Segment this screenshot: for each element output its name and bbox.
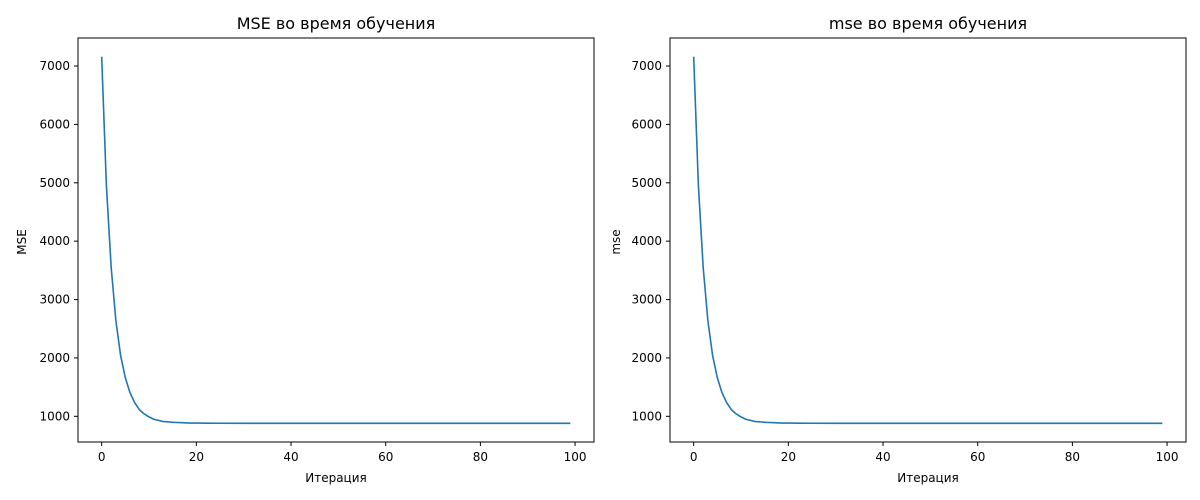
x-tick-label: 20 <box>781 450 796 464</box>
y-tick-label: 7000 <box>39 59 70 73</box>
series-line <box>100 56 571 425</box>
x-tick-label: 100 <box>564 450 587 464</box>
y-tick-label: 4000 <box>631 234 662 248</box>
x-tick-label: 100 <box>1156 450 1179 464</box>
plot-frame <box>77 37 595 443</box>
x-tick-label: 0 <box>98 450 106 464</box>
series-line <box>692 56 1163 425</box>
y-tick-label: 1000 <box>39 409 70 423</box>
plot-frame <box>669 37 1187 443</box>
y-axis-label: MSE <box>15 229 29 255</box>
y-tick-label: 4000 <box>39 234 70 248</box>
chart-panel-mse: MSE во время обучения Итерация MSE 0 20 40… <box>15 14 595 485</box>
x-tick-label: 60 <box>970 450 985 464</box>
y-tick-label: 2000 <box>39 351 70 365</box>
y-tick-label: 3000 <box>39 293 70 307</box>
x-tick-label: 40 <box>283 450 298 464</box>
x-axis-label: Итерация <box>305 471 367 485</box>
x-tick-label: 60 <box>378 450 393 464</box>
x-tick-label: 40 <box>875 450 890 464</box>
y-axis-label: mse <box>609 229 623 254</box>
x-tick-label: 80 <box>473 450 488 464</box>
x-axis-label: Итерация <box>897 471 959 485</box>
x-tick-label: 0 <box>690 450 698 464</box>
y-tick-label: 5000 <box>631 176 662 190</box>
x-tick-label: 20 <box>189 450 204 464</box>
chart-title: mse во время обучения <box>829 14 1027 33</box>
y-tick-label: 6000 <box>39 117 70 131</box>
y-tick-label: 7000 <box>631 59 662 73</box>
y-tick-label: 1000 <box>631 409 662 423</box>
y-tick-label: 6000 <box>631 117 662 131</box>
x-tick-label: 80 <box>1065 450 1080 464</box>
y-tick-label: 3000 <box>631 293 662 307</box>
chart-panel-mse-lower: mse во время обучения Итерация mse 0 20 40… <box>609 14 1187 485</box>
chart-title: MSE во время обучения <box>237 14 436 33</box>
y-tick-label: 2000 <box>631 351 662 365</box>
y-tick-label: 5000 <box>39 176 70 190</box>
